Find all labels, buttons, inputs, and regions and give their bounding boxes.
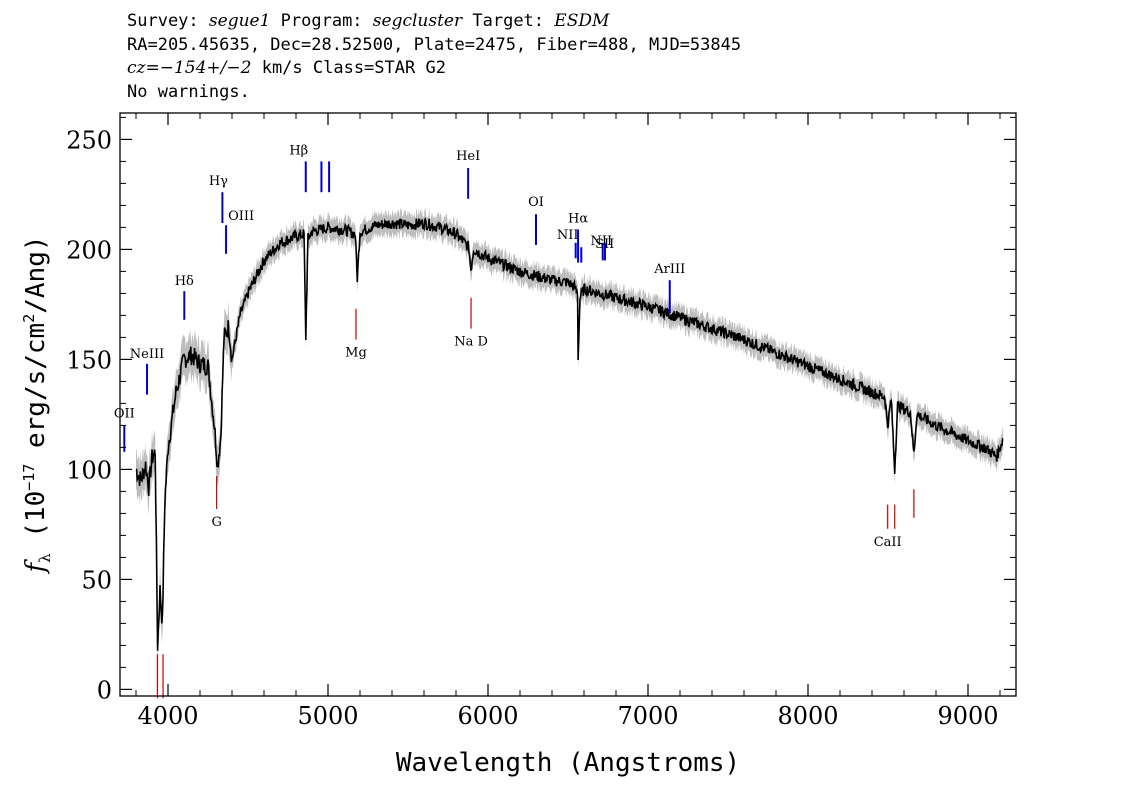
x-tick-label: 8000 [777, 702, 838, 730]
absorption-line-label: G [211, 515, 221, 530]
cz-label: cz= [127, 58, 160, 78]
x-tick-label: 4000 [137, 702, 198, 730]
plot-frame [119, 112, 1017, 697]
x-tick-label: 9000 [937, 702, 998, 730]
y-tick-label: 150 [66, 346, 112, 374]
emission-line-label: ArIII [653, 262, 685, 277]
emission-line-label: NII [557, 228, 579, 243]
y-tick-label: 250 [66, 126, 112, 154]
x-axis-title: Wavelength (Angstroms) [396, 748, 740, 778]
y-tick-label: 200 [66, 236, 112, 264]
x-tick-label: 7000 [617, 702, 678, 730]
x-tick-label: 5000 [297, 702, 358, 730]
survey-value: segue1 [208, 11, 271, 31]
redshift-line: cz=−154+/−2 km/s Class=STAR G2 [127, 57, 741, 81]
spectrum-layer [135, 216, 1004, 651]
y-tick-label: 0 [97, 676, 112, 704]
emission-line-label: OI [528, 195, 544, 210]
x-tick-label: 6000 [457, 702, 518, 730]
spectrum-line [135, 216, 1004, 651]
axis-ticks: 4000 5000 6000 7000 8000 9000 0 50 100 150 200 250 [66, 113, 1016, 730]
emission-line-label: Hδ [175, 274, 194, 289]
class-text: km/s Class=STAR G2 [251, 58, 446, 78]
spectrum-header: Survey: segue1 Program: segcluster Targe… [127, 10, 741, 104]
warnings-line: No warnings. [127, 81, 250, 102]
absorption-line-label: CaII [874, 535, 902, 550]
emission-line-label: Hβ [289, 143, 308, 158]
emission-line-label: OII [114, 406, 135, 421]
y-tick-label: 50 [81, 566, 112, 594]
absorption-line-label: Na D [454, 335, 488, 350]
emission-line-label: NII [590, 234, 612, 249]
program-value: segcluster [372, 11, 463, 31]
emission-line-label: HeI [456, 149, 480, 164]
cz-value: −154+/−2 [159, 58, 252, 78]
error-band [136, 207, 1004, 671]
y-axis-title-text: fλ (10−17 erg/s/cm2/Ang) [20, 235, 54, 574]
error-band-layer [136, 207, 1004, 671]
y-axis-unit: erg/s/cm [21, 323, 51, 448]
absorption-line-label: Mg [345, 346, 367, 361]
survey-line: Survey: segue1 Program: segcluster Targe… [127, 10, 741, 34]
y-axis-title: fλ (10−17 erg/s/cm2/Ang) [20, 235, 54, 574]
emission-line-label: Hα [568, 212, 588, 227]
target-value: ESDM [554, 11, 610, 31]
target-label: Target: [472, 11, 545, 31]
emission-line-label: Hγ [209, 174, 228, 189]
spectral-lines-layer: OIINeIIIHδHγOIIIHβHeIOINIIHαNIISIIArIIIG… [114, 143, 915, 699]
y-tick-label: 100 [66, 456, 112, 484]
emission-line-label: NeIII [130, 347, 164, 362]
survey-label: Survey: [127, 11, 199, 31]
emission-line-label: OIII [228, 209, 254, 224]
coordinates-line: RA=205.45635, Dec=28.52500, Plate=2475, … [127, 34, 742, 55]
program-label: Program: [280, 11, 363, 31]
